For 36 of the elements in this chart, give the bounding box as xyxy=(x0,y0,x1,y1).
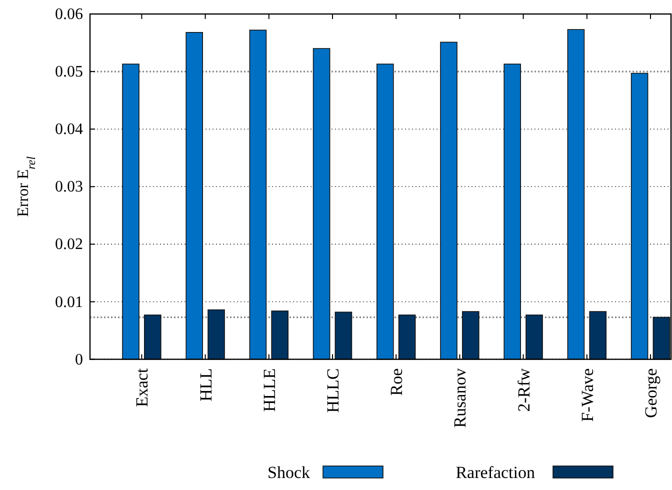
x-tick-label: HLLC xyxy=(324,368,342,413)
bar xyxy=(186,32,203,360)
x-tick-label: 2-Rfw xyxy=(514,368,534,412)
bar xyxy=(504,64,521,360)
bar xyxy=(122,64,140,360)
x-tick-label: HLLE xyxy=(260,368,279,412)
x-tick-label: Roe xyxy=(387,368,406,396)
bar xyxy=(589,311,606,360)
bar xyxy=(526,314,543,360)
y-tick-label: 0.04 xyxy=(55,121,83,138)
y-tick-label: 0.03 xyxy=(55,178,83,196)
bar xyxy=(652,316,670,360)
x-tick-label: Rusanov xyxy=(450,368,470,428)
bar xyxy=(144,314,162,360)
x-tick-label: HLL xyxy=(196,368,216,402)
bar xyxy=(208,309,225,360)
bar xyxy=(567,29,585,360)
legend-label: Rarefaction xyxy=(456,463,536,482)
x-tick-label: George xyxy=(642,368,660,418)
bar xyxy=(440,42,458,360)
bar xyxy=(398,314,416,360)
y-tick-label: 0.02 xyxy=(55,236,83,254)
bar xyxy=(249,30,267,360)
bar xyxy=(376,64,394,360)
bar xyxy=(462,311,480,360)
y-tick-label: 0.05 xyxy=(55,64,83,81)
bar xyxy=(312,48,330,360)
bar xyxy=(271,310,288,360)
y-tick-label: 0.06 xyxy=(55,6,83,23)
bar xyxy=(334,312,352,360)
y-tick-label: 0.01 xyxy=(55,294,83,311)
x-tick-label: F-Wave xyxy=(578,368,597,422)
x-tick-label: Exact xyxy=(132,368,152,408)
y-tick-label: 0 xyxy=(75,351,83,368)
bar xyxy=(630,72,648,360)
legend-label: Shock xyxy=(268,463,310,482)
